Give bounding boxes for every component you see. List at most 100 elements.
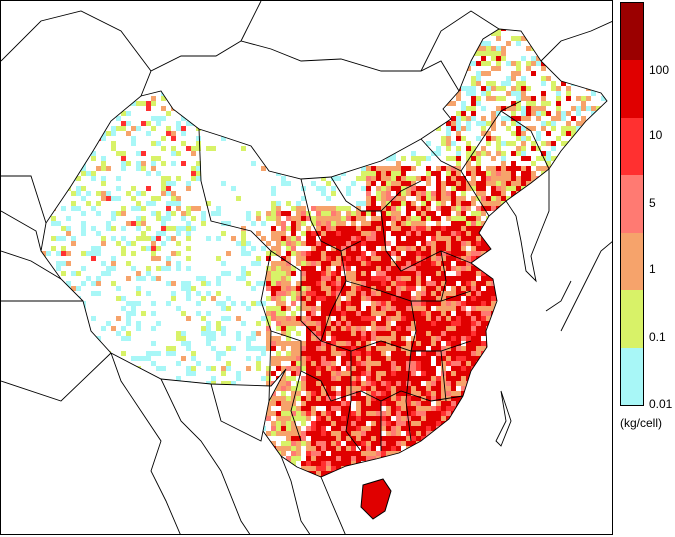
emission-cell	[146, 396, 151, 401]
emission-cell	[96, 96, 101, 101]
emission-cell	[396, 176, 401, 181]
emission-cell	[581, 361, 586, 366]
emission-cell	[546, 141, 551, 146]
emission-cell	[421, 421, 426, 426]
emission-cell	[436, 256, 441, 261]
emission-cell	[571, 336, 576, 341]
emission-cell	[296, 281, 301, 286]
emission-cell	[296, 381, 301, 386]
emission-cell	[126, 316, 131, 321]
emission-cell	[346, 366, 351, 371]
emission-cell	[66, 71, 71, 76]
emission-cell	[591, 306, 596, 311]
emission-cell	[321, 211, 326, 216]
emission-cell	[311, 256, 316, 261]
emission-cell	[151, 201, 156, 206]
emission-cell	[141, 166, 146, 171]
emission-cell	[591, 196, 596, 201]
emission-cell	[226, 221, 231, 226]
emission-cell	[331, 296, 336, 301]
emission-cell	[531, 126, 536, 131]
emission-cell	[451, 426, 456, 431]
emission-cell	[231, 186, 236, 191]
emission-cell	[606, 281, 607, 286]
emission-cell	[591, 81, 596, 86]
emission-cell	[571, 29, 576, 31]
emission-cell	[251, 286, 256, 291]
emission-cell	[446, 261, 451, 266]
emission-cell	[351, 431, 356, 436]
emission-cell	[521, 331, 526, 336]
emission-cell	[571, 401, 576, 406]
emission-cell	[526, 426, 531, 431]
emission-cell	[466, 346, 471, 351]
emission-cell	[361, 116, 366, 121]
emission-cell	[156, 156, 161, 161]
emission-cell	[96, 336, 101, 341]
emission-cell	[336, 291, 341, 296]
emission-cell	[436, 351, 441, 356]
emission-cell	[441, 211, 446, 216]
emission-cell	[361, 176, 366, 181]
emission-cell	[416, 191, 421, 196]
emission-cell	[296, 331, 301, 336]
emission-cell	[526, 311, 531, 316]
emission-cell	[346, 226, 351, 231]
emission-cell	[281, 391, 286, 396]
emission-cell	[386, 356, 391, 361]
emission-cell	[561, 116, 566, 121]
emission-cell	[421, 311, 426, 316]
emission-cell	[131, 196, 136, 201]
emission-cell	[101, 156, 106, 161]
emission-cell	[486, 136, 491, 141]
emission-cell	[166, 206, 171, 211]
emission-cell	[571, 66, 576, 71]
emission-cell	[46, 436, 51, 441]
emission-cell	[496, 106, 501, 111]
emission-cell	[401, 356, 406, 361]
emission-cell	[456, 326, 461, 331]
emission-cell	[131, 136, 136, 141]
emission-cell	[581, 141, 586, 146]
emission-cell	[401, 396, 406, 401]
emission-cell	[486, 29, 491, 31]
emission-cell	[551, 86, 556, 91]
emission-cell	[131, 76, 136, 81]
emission-cell	[341, 256, 346, 261]
emission-cell	[466, 266, 471, 271]
emission-cell	[351, 71, 356, 76]
emission-cell	[311, 381, 316, 386]
emission-cell	[501, 366, 506, 371]
emission-cell	[546, 376, 551, 381]
emission-cell	[516, 246, 521, 251]
emission-cell	[551, 376, 556, 381]
emission-cell	[601, 286, 606, 291]
emission-cell	[601, 251, 606, 256]
emission-cell	[306, 121, 311, 126]
emission-cell	[441, 271, 446, 276]
emission-cell	[586, 411, 591, 416]
emission-cell	[581, 276, 586, 281]
emission-cell	[391, 316, 396, 321]
emission-cell	[386, 271, 391, 276]
emission-cell	[271, 401, 276, 406]
emission-cell	[136, 66, 141, 71]
emission-cell	[511, 396, 516, 401]
emission-cell	[406, 256, 411, 261]
emission-cell	[451, 381, 456, 386]
emission-cell	[341, 131, 346, 136]
emission-cell	[286, 341, 291, 346]
emission-cell	[341, 356, 346, 361]
emission-cell	[326, 361, 331, 366]
emission-cell	[91, 76, 96, 81]
emission-cell	[336, 281, 341, 286]
emission-cell	[551, 391, 556, 396]
emission-cell	[71, 241, 76, 246]
emission-cell	[536, 216, 541, 221]
emission-cell	[376, 381, 381, 386]
emission-cell	[81, 311, 86, 316]
emission-cell	[316, 216, 321, 221]
emission-cell	[361, 276, 366, 281]
emission-cell	[176, 361, 181, 366]
emission-cell	[301, 121, 306, 126]
